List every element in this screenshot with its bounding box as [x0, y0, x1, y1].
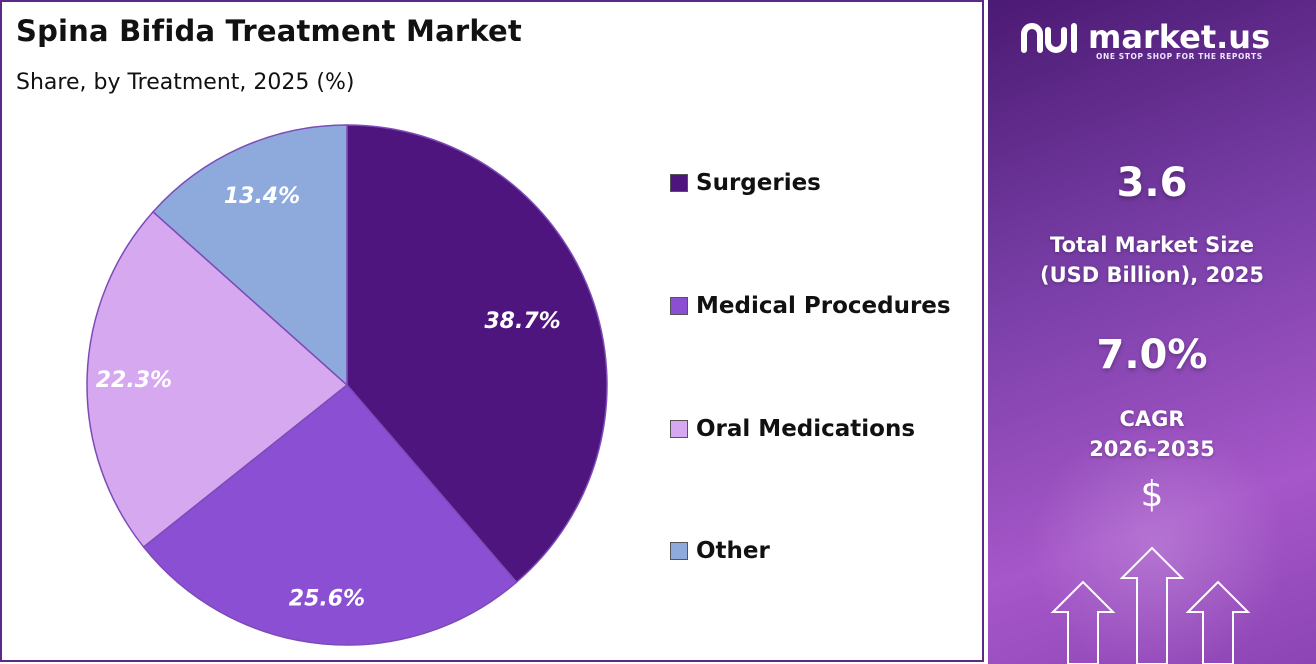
- chart-panel: Spina Bifida Treatment Market Share, by …: [0, 0, 984, 662]
- market-size-label-line2: (USD Billion), 2025: [1039, 263, 1265, 287]
- cagr-label-line2: 2026-2035: [1089, 437, 1215, 461]
- chart-title: Spina Bifida Treatment Market: [16, 14, 522, 48]
- legend-label: Medical Procedures: [696, 293, 951, 319]
- legend-swatch: [670, 542, 688, 560]
- legend-item-oral-medications: Oral Medications: [670, 416, 915, 442]
- market-size-value: 3.6: [1116, 160, 1188, 206]
- pie-slice-other: [151, 124, 348, 387]
- pie-label-surgeries: 38.7%: [484, 309, 560, 334]
- pie-label-oral-medications: 22.3%: [96, 368, 172, 393]
- legend-item-surgeries: Surgeries: [670, 170, 821, 196]
- brand-tagline: ONE STOP SHOP FOR THE REPORTS: [1096, 52, 1263, 61]
- cagr-label-line1: CAGR: [1119, 407, 1185, 431]
- cagr-value: 7.0%: [1096, 332, 1208, 378]
- legend-label: Other: [696, 538, 770, 564]
- pie-label-medical-procedures: 25.6%: [289, 586, 365, 611]
- legend-swatch: [670, 174, 688, 192]
- dollar-icon: $: [1140, 474, 1164, 515]
- legend-item-medical-procedures: Medical Procedures: [670, 293, 951, 319]
- pie-slice-oral-medications: [86, 210, 349, 548]
- growth-arrows-icon: [1050, 546, 1251, 664]
- legend-label: Oral Medications: [696, 416, 916, 442]
- brand-logo: market.us: [1018, 20, 1270, 54]
- legend-swatch: [670, 420, 688, 438]
- market-size-label-line1: Total Market Size: [1050, 233, 1254, 257]
- chart-subtitle: Share, by Treatment, 2025 (%): [16, 70, 355, 95]
- pie-chart: 38.7% 25.6% 22.3% 13.4%: [86, 124, 608, 646]
- background-glow: [1028, 420, 1288, 664]
- brand-name: market.us: [1088, 18, 1271, 56]
- market-us-logo-icon: [1021, 23, 1077, 53]
- pie-label-other: 13.4%: [224, 184, 300, 209]
- pie-slice-surgeries: [346, 124, 608, 584]
- legend-label: Surgeries: [696, 170, 821, 196]
- pie-slice-medical-procedures: [142, 383, 518, 646]
- legend-item-other: Other: [670, 538, 770, 564]
- summary-panel: market.us ONE STOP SHOP FOR THE REPORTS …: [988, 0, 1316, 664]
- legend-swatch: [670, 297, 688, 315]
